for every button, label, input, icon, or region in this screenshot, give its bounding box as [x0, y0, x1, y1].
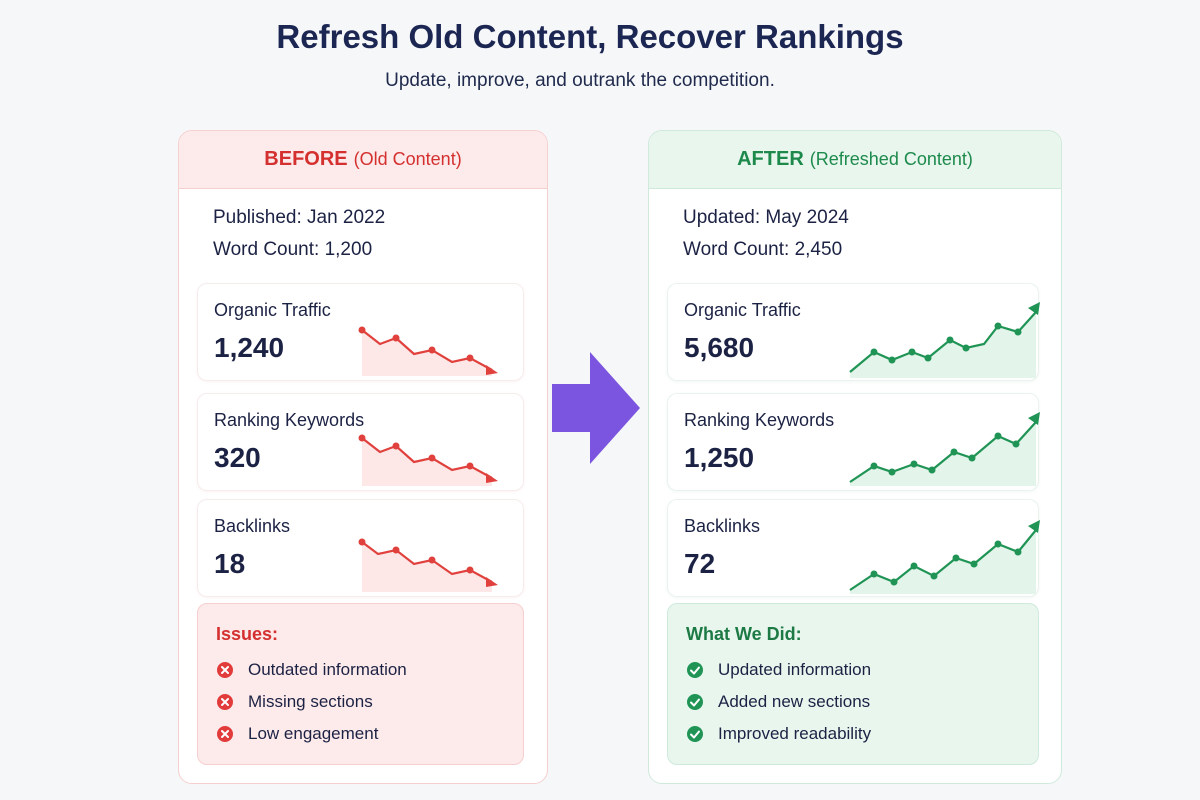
after-metric-ranking-keywords: Ranking Keywords 1,250 [667, 393, 1040, 491]
issues-title: Issues: [216, 624, 279, 644]
page-subtitle: Update, improve, and outrank the competi… [385, 70, 775, 91]
issue-text: Missing sections [248, 692, 373, 711]
check-circle-icon [687, 694, 703, 710]
metric-label: Ranking Keywords [214, 410, 365, 430]
before-panel-header: BEFORE (Old Content) [179, 131, 547, 189]
what-we-did-box: What We Did: Updated information Added n… [667, 603, 1039, 765]
before-heading: BEFORE [264, 148, 348, 170]
check-circle-icon [687, 726, 703, 742]
issue-text: Outdated information [248, 660, 407, 679]
after-metric-organic-traffic: Organic Traffic 5,680 [667, 283, 1040, 381]
trend-up-sparkline [849, 520, 1040, 594]
x-circle-icon [217, 726, 233, 742]
check-circle-icon [687, 662, 703, 678]
trend-up-sparkline [849, 302, 1040, 378]
issues-box: Issues: Outdated information Missing sec… [197, 603, 524, 765]
metric-value: 1,250 [684, 442, 755, 473]
published-date: Published: Jan 2022 [213, 207, 386, 228]
action-item: Updated information [686, 660, 871, 680]
issue-item: Outdated information [216, 660, 407, 680]
metric-label: Backlinks [684, 516, 761, 536]
metric-value: 1,240 [214, 332, 285, 363]
metric-value: 18 [214, 548, 246, 579]
issue-item: Missing sections [216, 692, 373, 712]
x-circle-icon [217, 694, 233, 710]
metric-label: Backlinks [214, 516, 291, 536]
after-panel: AFTER (Refreshed Content) Updated: May 2… [648, 130, 1062, 784]
what-we-did-title: What We Did: [686, 624, 802, 644]
after-heading: AFTER [737, 148, 804, 170]
x-circle-icon [217, 662, 233, 678]
metric-label: Organic Traffic [214, 300, 331, 320]
action-item: Added new sections [686, 692, 870, 712]
action-text: Updated information [718, 660, 872, 679]
metric-label: Organic Traffic [684, 300, 801, 320]
updated-date: Updated: May 2024 [683, 207, 849, 228]
before-metric-ranking-keywords: Ranking Keywords 320 [197, 393, 524, 491]
metric-label: Ranking Keywords [684, 410, 835, 430]
after-metric-backlinks: Backlinks 72 [667, 499, 1040, 597]
trend-up-sparkline [849, 412, 1040, 486]
after-panel-header: AFTER (Refreshed Content) [649, 131, 1061, 189]
after-word-count: Word Count: 2,450 [683, 239, 843, 260]
action-text: Added new sections [718, 692, 871, 711]
metric-value: 320 [214, 442, 261, 473]
metric-value: 72 [684, 548, 716, 579]
before-heading-sub: (Old Content) [353, 149, 462, 169]
page-title: Refresh Old Content, Recover Rankings [276, 18, 904, 55]
before-metric-backlinks: Backlinks 18 [197, 499, 524, 597]
issue-text: Low engagement [248, 724, 379, 743]
action-text: Improved readability [718, 724, 872, 743]
trend-down-sparkline [358, 434, 498, 486]
issue-item: Low engagement [216, 724, 378, 744]
trend-down-sparkline [358, 538, 498, 592]
before-metric-organic-traffic: Organic Traffic 1,240 [197, 283, 524, 381]
action-item: Improved readability [686, 724, 871, 744]
before-word-count: Word Count: 1,200 [213, 239, 373, 260]
before-panel: BEFORE (Old Content) Published: Jan 2022… [178, 130, 548, 784]
metric-value: 5,680 [684, 332, 755, 363]
trend-down-sparkline [358, 326, 498, 376]
after-heading-sub: (Refreshed Content) [809, 149, 973, 169]
arrow-right-icon [552, 352, 640, 464]
